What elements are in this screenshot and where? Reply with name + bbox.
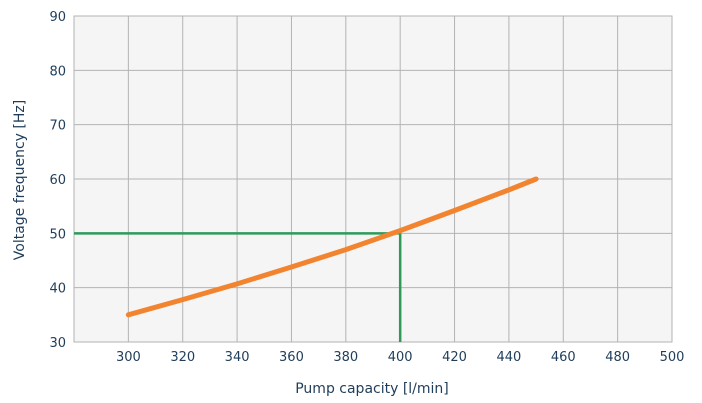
x-tick-label: 460	[551, 350, 576, 365]
x-tick-label: 400	[388, 350, 413, 365]
x-tick-label: 360	[279, 350, 304, 365]
y-tick-label: 40	[49, 282, 66, 297]
y-tick-label: 70	[49, 119, 66, 134]
series-line	[125, 176, 539, 318]
y-tick-label: 50	[49, 227, 66, 242]
y-tick-label: 30	[49, 336, 66, 351]
x-tick-label: 340	[225, 350, 250, 365]
y-tick-labels: 30 40 50 60 70 80 90	[49, 10, 66, 351]
y-tick-label: 90	[49, 10, 66, 25]
y-tick-label: 60	[49, 173, 66, 188]
x-tick-label: 380	[333, 350, 358, 365]
x-tick-label: 440	[496, 350, 521, 365]
x-tick-label: 420	[442, 350, 467, 365]
y-axis-label: Voltage frequency [Hz]	[12, 100, 28, 260]
reference-lines	[74, 232, 402, 342]
x-tick-label: 300	[116, 350, 141, 365]
x-tick-label: 500	[660, 350, 685, 365]
x-axis-label: Pump capacity [l/min]	[295, 381, 449, 397]
series	[125, 176, 539, 318]
x-tick-label: 480	[605, 350, 630, 365]
x-tick-labels: 300 320 340 360 380 400 420 440 460 480 500	[116, 350, 684, 365]
x-tick-label: 320	[170, 350, 195, 365]
y-tick-label: 80	[49, 64, 66, 79]
